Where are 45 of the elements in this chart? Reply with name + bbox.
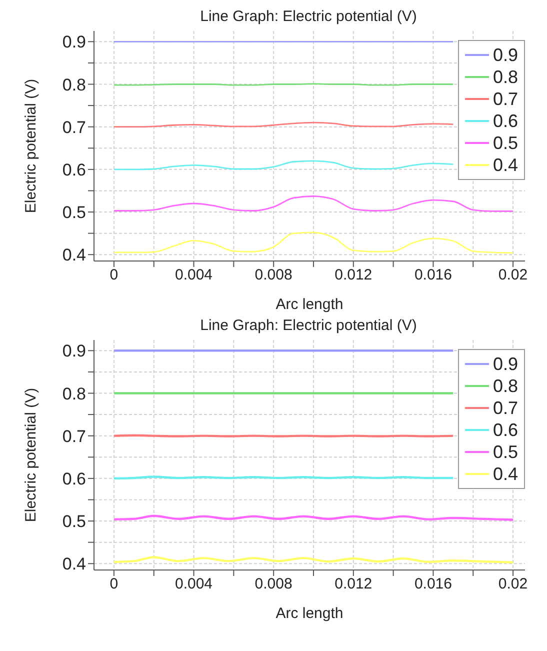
legend-label: 0.8 [492,375,518,397]
y-tick-label: 0.6 [62,469,86,488]
legend-label: 0.6 [492,419,518,441]
y-tick-label: 0.7 [62,426,86,446]
y-tick-label: 0.4 [62,246,86,265]
chart-title: Line Graph: Electric potential (V) [199,317,418,334]
y-axis-title: Electric potential (V) [22,78,40,214]
y-tick-label: 0.5 [62,512,86,532]
y-tick-label: 0.9 [62,342,86,361]
y-tick-label: 0.9 [62,32,86,52]
x-tick-label: 0.016 [414,266,452,284]
legend-label: 0.9 [492,44,518,66]
y-tick-label: 0.8 [62,75,86,94]
x-tick-label: 0.016 [414,576,452,593]
x-tick-label: 0.008 [254,576,292,593]
legend-label: 0.4 [492,154,518,176]
chart-title: Line Graph: Electric potential (V) [199,8,418,25]
legend-label: 0.9 [492,353,518,375]
y-tick-label: 0.8 [62,384,86,404]
legend-label: 0.5 [492,441,518,463]
x-axis-title: Arc length [276,296,344,313]
legend-label: 0.5 [492,132,518,154]
x-axis-title: Arc length [276,605,344,622]
x-tick-label: 0 [110,266,118,284]
x-tick-label: 0.012 [334,266,372,284]
legend-label: 0.6 [492,110,518,132]
x-tick-label: 0.02 [498,266,528,284]
x-tick-label: 0.012 [334,576,372,593]
x-tick-label: 0.02 [498,576,528,593]
line-series [113,196,514,212]
x-tick-label: 0.008 [254,266,292,284]
y-tick-label: 0.7 [62,118,86,137]
legend-label: 0.4 [492,463,518,485]
x-tick-label: 0 [110,576,118,593]
legend-label: 0.8 [492,66,518,88]
legend-label: 0.7 [492,88,518,110]
line-series [113,160,454,170]
y-tick-label: 0.4 [62,554,86,574]
line-series [113,232,514,254]
x-tick-label: 0.004 [174,266,213,284]
x-tick-label: 0.004 [174,576,213,593]
y-tick-label: 0.5 [62,203,86,222]
y-tick-label: 0.6 [62,160,86,180]
legend-label: 0.7 [492,397,518,419]
y-axis-title: Electric potential (V) [22,388,40,522]
